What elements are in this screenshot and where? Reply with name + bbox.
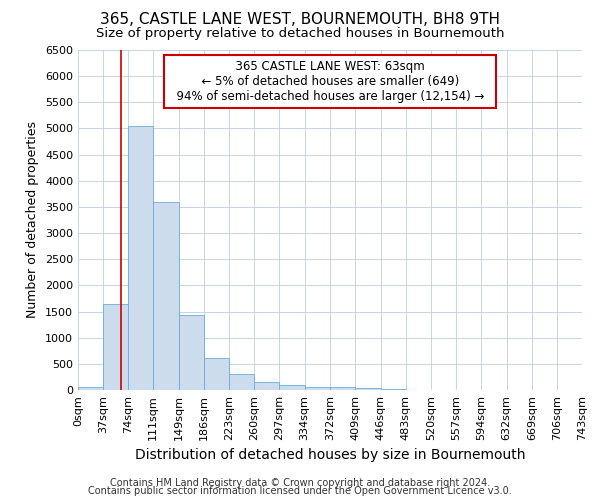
Bar — [128, 126, 153, 390]
X-axis label: Distribution of detached houses by size in Bournemouth: Distribution of detached houses by size … — [135, 448, 525, 462]
Bar — [78, 387, 103, 390]
Bar — [280, 385, 305, 390]
Bar — [153, 202, 179, 390]
Text: Contains public sector information licensed under the Open Government Licence v3: Contains public sector information licen… — [88, 486, 512, 496]
Bar — [305, 386, 331, 390]
Bar — [103, 304, 128, 390]
Y-axis label: Number of detached properties: Number of detached properties — [26, 122, 40, 318]
Bar — [229, 374, 254, 390]
Text: 365, CASTLE LANE WEST, BOURNEMOUTH, BH8 9TH: 365, CASTLE LANE WEST, BOURNEMOUTH, BH8 … — [100, 12, 500, 28]
Text: Size of property relative to detached houses in Bournemouth: Size of property relative to detached ho… — [96, 28, 504, 40]
Bar — [254, 382, 280, 390]
Bar — [179, 314, 204, 390]
Bar — [355, 388, 380, 390]
Bar — [380, 389, 406, 390]
Text: Contains HM Land Registry data © Crown copyright and database right 2024.: Contains HM Land Registry data © Crown c… — [110, 478, 490, 488]
Text: 365 CASTLE LANE WEST: 63sqm  
  ← 5% of detached houses are smaller (649)  
  94: 365 CASTLE LANE WEST: 63sqm ← 5% of deta… — [169, 60, 491, 103]
Bar — [204, 358, 229, 390]
Bar — [331, 388, 355, 390]
